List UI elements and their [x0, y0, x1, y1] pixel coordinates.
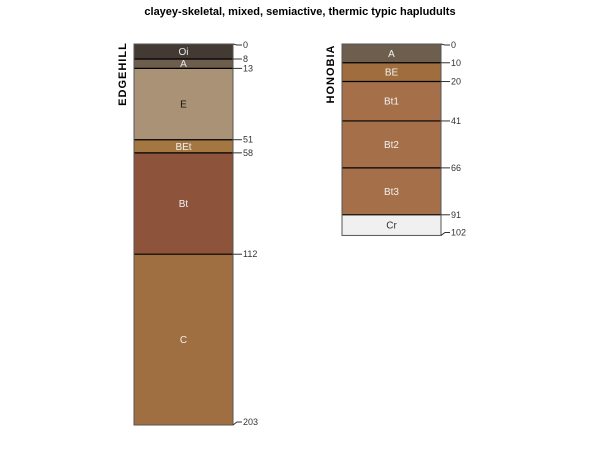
depth-label: 0 [451, 40, 456, 50]
depth-label: 91 [451, 210, 461, 220]
horizon-label: Bt [179, 199, 189, 210]
depth-tick [440, 231, 450, 236]
figure-title: clayey-skeletal, mixed, semiactive, ther… [144, 6, 455, 18]
horizon-cr [342, 214, 441, 236]
horizon-bt2 [342, 120, 441, 168]
depth-label: 10 [451, 58, 461, 68]
horizon-label: Bt3 [384, 187, 399, 198]
profile-edgehill: EDGEHILL OiA E BEt Bt C 0 813 51 58 112 203 [117, 40, 258, 427]
horizon-c [134, 254, 233, 425]
horizon-oi [134, 44, 233, 60]
depth-tick [440, 43, 450, 46]
horizon-bt1 [342, 81, 441, 121]
horizon-be [342, 62, 441, 82]
profile-name: EDGEHILL [117, 42, 129, 106]
horizon-a [342, 44, 441, 63]
depth-label: 58 [243, 148, 253, 158]
horizon-label: C [180, 335, 187, 346]
depth-label: 51 [243, 135, 253, 145]
depth-label: 8 [243, 54, 248, 64]
horizon-label: Cr [386, 221, 397, 232]
depth-label: 0 [243, 40, 248, 50]
depth-label: 112 [243, 249, 257, 259]
horizon-label: A [180, 59, 187, 70]
horizon-label: BEt [175, 142, 191, 153]
horizon-bt [134, 152, 233, 255]
depth-label: 13 [243, 63, 253, 73]
depth-tick [232, 421, 242, 426]
horizon-e [134, 68, 233, 140]
profile-outline [341, 43, 442, 236]
horizon-label: E [180, 100, 187, 111]
profile-outline [133, 43, 234, 426]
depth-label: 66 [451, 163, 461, 173]
depth-label: 203 [243, 417, 258, 427]
profile-honobia: HONOBIA A BE Bt1 Bt2 Bt3 Cr 0 10 20 41 66 91 102 [325, 40, 466, 237]
horizon-label: A [388, 49, 395, 60]
horizon-bt3 [342, 167, 441, 215]
horizon-label: BE [385, 68, 399, 79]
depth-tick [232, 43, 242, 46]
horizon-label: Bt1 [384, 97, 399, 108]
horizon-bet [134, 139, 233, 153]
depth-label: 20 [451, 77, 461, 87]
horizon-label: Oi [179, 47, 189, 58]
depth-label: 102 [451, 227, 466, 237]
profile-name: HONOBIA [325, 45, 337, 104]
horizon-a [134, 59, 233, 69]
depth-label: 41 [451, 116, 461, 126]
horizon-label: Bt2 [384, 140, 399, 151]
